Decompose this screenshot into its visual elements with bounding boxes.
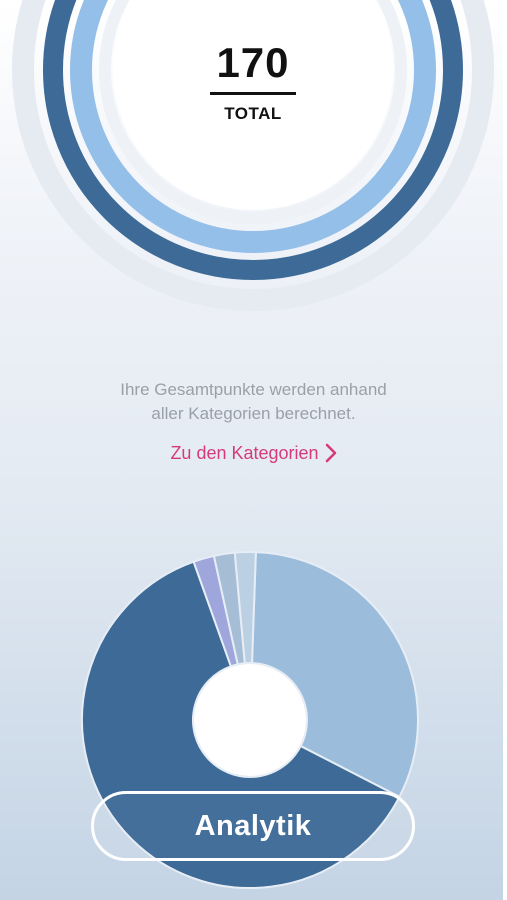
total-score: 170 TOTAL: [153, 38, 353, 124]
chevron-right-icon: [325, 443, 336, 463]
analytik-button[interactable]: Analytik: [91, 791, 415, 861]
inner-track-ring: [99, 0, 407, 224]
total-score-value: 170: [216, 39, 290, 86]
categories-link-label: Zu den Kategorien: [170, 443, 319, 463]
total-divider: [210, 92, 296, 95]
description-line-2: aller Kategorien berechnet.: [151, 404, 356, 423]
categories-link[interactable]: Zu den Kategorien: [0, 443, 507, 464]
total-score-label: TOTAL: [224, 104, 282, 123]
outer-track-ring: [12, 0, 494, 311]
donut-hole: [194, 664, 306, 776]
score-description: Ihre Gesamtpunkte werden anhand aller Ka…: [60, 378, 447, 426]
donut-slice-5: [233, 551, 257, 665]
score-rings: [12, 0, 494, 311]
category-donut-chart: [81, 551, 419, 889]
dark-score-ring: [43, 0, 463, 280]
donut-slice-2: [81, 560, 401, 889]
description-line-1: Ihre Gesamtpunkte werden anhand: [120, 380, 387, 399]
light-score-ring: [70, 0, 436, 253]
right-edge: [503, 0, 507, 900]
donut-slice-1: [250, 551, 419, 799]
inner-disc: [113, 0, 393, 210]
